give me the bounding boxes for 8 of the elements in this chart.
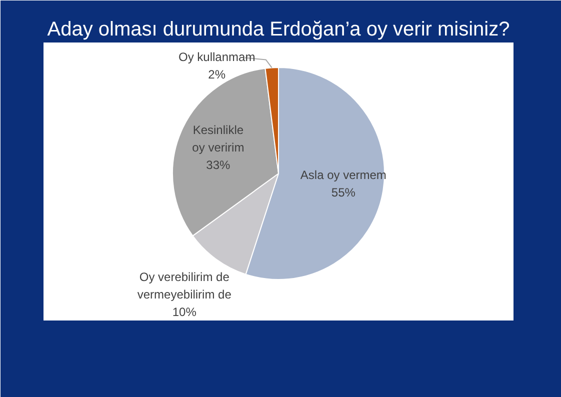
chart-title: Aday olması durumunda Erdoğan’a oy verir misiniz? — [47, 18, 510, 40]
slice-label: Oy verebilirim de vermeyebilirim de — [137, 270, 232, 302]
slice-label: Oy kullanmam — [178, 50, 256, 64]
data-label: 55% — [331, 186, 356, 200]
data-label: 2% — [208, 67, 226, 82]
slice-label: Kesinlikle oy veririm — [192, 122, 244, 154]
data-label: 10% — [172, 304, 197, 319]
data-label: 33% — [206, 158, 231, 172]
